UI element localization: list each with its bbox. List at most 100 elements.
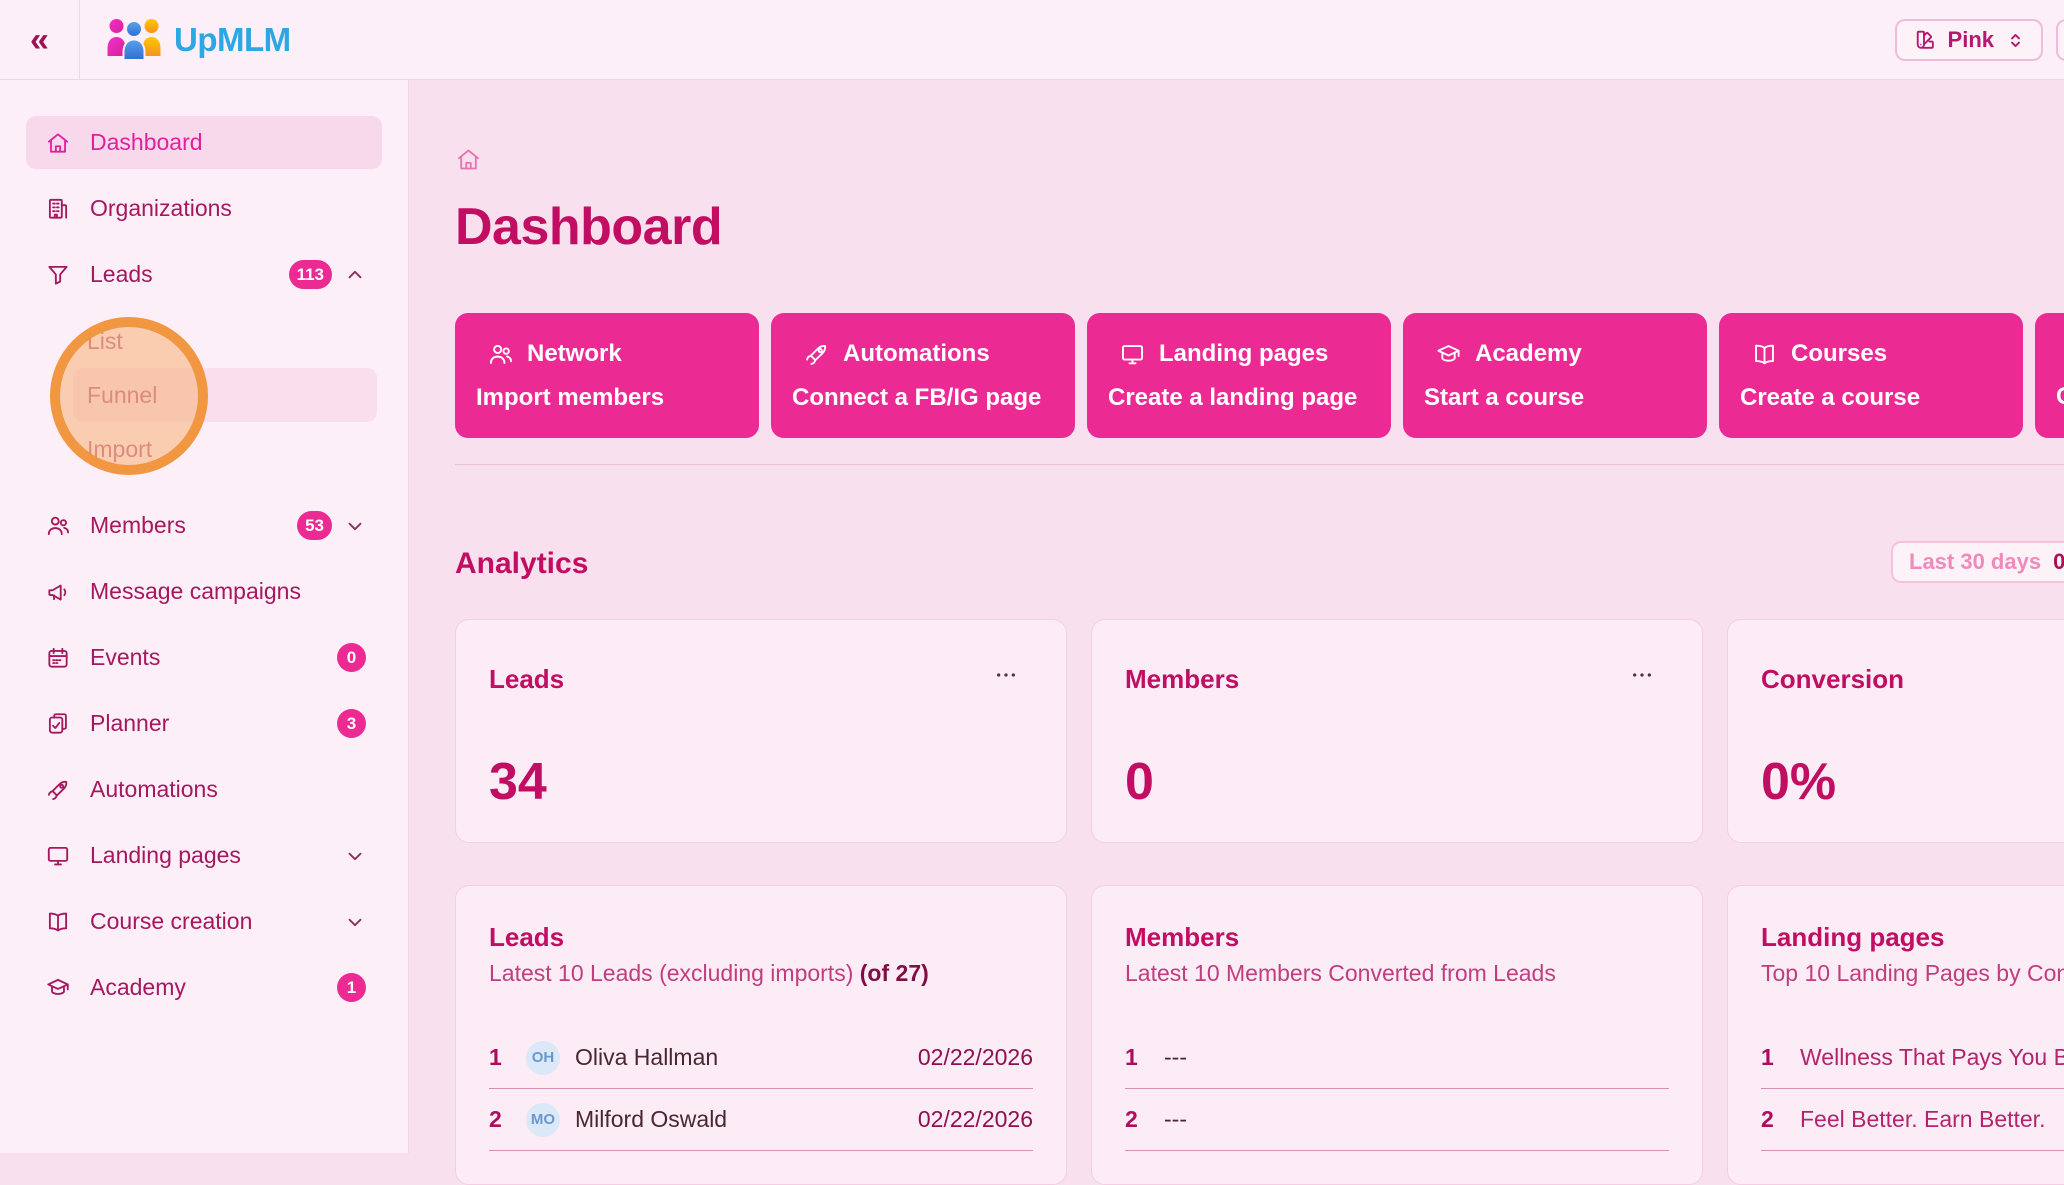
sidebar-subitem-funnel[interactable]: Funnel: [73, 368, 377, 422]
quick-action-courses[interactable]: Courses Create a course: [1719, 313, 2023, 438]
stat-card-conversion: Conversion 0%: [1727, 619, 2064, 843]
more-options-icon[interactable]: [990, 664, 1022, 686]
sidebar-item-members[interactable]: Members 53: [26, 499, 382, 552]
quick-action-title: Network: [527, 340, 622, 367]
chevron-down-icon[interactable]: [344, 911, 366, 933]
sidebar-item-planner[interactable]: Planner 3: [26, 697, 382, 750]
lead-name: Milford Oswald: [575, 1106, 728, 1132]
date-range-filter[interactable]: Last 30 days 01/2: [1891, 541, 2064, 583]
theme-selector-button[interactable]: Pink: [1894, 19, 2043, 61]
landing-page-name: Wellness That Pays You Back: [1800, 1044, 2064, 1070]
sidebar-item-label: Leads: [90, 261, 153, 287]
sidebar-item-message-campaigns[interactable]: Message campaigns: [26, 565, 382, 618]
quick-action-title: Academy: [1475, 340, 1582, 367]
subitem-label: Funnel: [87, 381, 158, 408]
book-icon: [1751, 341, 1778, 368]
row-rank: 1: [489, 1044, 502, 1070]
rocket-icon: [803, 341, 830, 368]
academy-count-badge: 1: [337, 973, 366, 1002]
row-rank: 2: [1125, 1106, 1138, 1132]
leads-submenu: List Funnel Import: [0, 314, 408, 476]
book-icon: [45, 909, 71, 935]
sidebar-subitem-import[interactable]: Import: [73, 422, 377, 476]
stat-card-value: 0%: [1761, 753, 1837, 811]
lead-name: Oliva Hallman: [575, 1044, 719, 1070]
stat-card-members: Members 0: [1091, 619, 1703, 843]
chevron-down-icon[interactable]: [344, 515, 366, 537]
theme-selector-value: Pink: [1947, 27, 1994, 52]
calendar-icon: [45, 645, 71, 671]
more-options-icon[interactable]: [1626, 664, 1658, 686]
rocket-icon: [45, 777, 71, 803]
latest-members-card: Members Latest 10 Members Converted from…: [1091, 885, 1703, 1185]
list-card-subtitle: Latest 10 Leads (excluding imports) (of …: [489, 960, 929, 986]
upmlm-people-logo-icon: [106, 16, 162, 64]
sidebar-item-label: Course creation: [90, 908, 253, 934]
quick-action-title: Automations: [843, 340, 990, 367]
stat-card-title: Conversion: [1761, 664, 1905, 694]
quick-action-subtitle: Import members: [476, 384, 665, 411]
members-icon: [45, 513, 71, 539]
monitor-icon: [45, 843, 71, 869]
quick-action-subtitle: Create a landing page: [1108, 384, 1358, 411]
quick-action-subtitle: Create a course: [1740, 384, 1921, 411]
chevron-up-down-icon: [2005, 30, 2026, 51]
quick-action-academy[interactable]: Academy Start a course: [1403, 313, 1707, 438]
chevron-down-icon[interactable]: [344, 845, 366, 867]
stat-card-title: Members: [1125, 664, 1240, 694]
quick-action-clipped[interactable]: C: [2035, 313, 2064, 438]
sidebar-item-events[interactable]: Events 0: [26, 631, 382, 684]
stat-card-value: 0: [1125, 753, 1154, 811]
sidebar-item-label: Dashboard: [90, 129, 203, 155]
quick-action-subtitle: C: [2056, 383, 2064, 411]
stat-card-title: Leads: [489, 664, 565, 694]
sidebar-item-automations[interactable]: Automations: [26, 763, 382, 816]
clipped-toolbar-button[interactable]: [2056, 19, 2064, 61]
landing-page-row[interactable]: 1 Wellness That Pays You Back: [1761, 1027, 2064, 1089]
lead-date: 02/22/2026: [917, 1044, 1033, 1070]
sidebar-subitem-list[interactable]: List: [73, 314, 377, 368]
members-count-badge: 53: [297, 511, 332, 540]
sidebar-item-dashboard[interactable]: Dashboard: [26, 116, 382, 169]
quick-action-title: Landing pages: [1159, 340, 1329, 367]
members-icon: [487, 341, 514, 368]
subitem-label: List: [87, 327, 123, 354]
avatar: OH: [526, 1040, 560, 1075]
quick-actions-row: Network Import members Automations Conne…: [455, 313, 2064, 438]
row-rank: 2: [489, 1106, 502, 1132]
stat-card-value: 34: [489, 753, 547, 811]
quick-action-subtitle: Connect a FB/IG page: [792, 384, 1042, 411]
sidebar-item-academy[interactable]: Academy 1: [26, 961, 382, 1014]
sidebar-item-label: Events: [90, 644, 161, 670]
list-card-subtitle: Latest 10 Members Converted from Leads: [1125, 960, 1556, 986]
lead-row[interactable]: 2 MO Milford Oswald 02/22/2026: [489, 1089, 1033, 1151]
academy-icon: [45, 975, 71, 1001]
sidebar-item-course-creation[interactable]: Course creation: [26, 895, 382, 948]
sidebar-collapse-button[interactable]: «: [0, 0, 80, 79]
sidebar-item-landing-pages[interactable]: Landing pages: [26, 829, 382, 882]
sidebar-item-organizations[interactable]: Organizations: [26, 182, 382, 235]
member-name: ---: [1164, 1044, 1187, 1070]
list-card-subtitle-count: (of 27): [859, 960, 929, 986]
list-card-subtitle: Top 10 Landing Pages by Conversion: [1761, 960, 2064, 986]
member-row[interactable]: 1 ---: [1125, 1027, 1669, 1089]
sidebar-item-label: Members: [90, 512, 186, 538]
app-logo[interactable]: UpMLM: [106, 16, 291, 64]
date-range-label: Last 30 days: [1909, 549, 2042, 574]
sidebar-item-leads[interactable]: Leads 113: [26, 248, 382, 301]
list-card-title: Landing pages: [1761, 922, 1945, 952]
quick-action-automations[interactable]: Automations Connect a FB/IG page: [771, 313, 1075, 438]
date-range-value: 01/2: [2053, 549, 2064, 574]
list-cards-row: Leads Latest 10 Leads (excluding imports…: [455, 885, 2064, 1185]
landing-page-row[interactable]: 2 Feel Better. Earn Better.: [1761, 1089, 2064, 1151]
lead-row[interactable]: 1 OH Oliva Hallman 02/22/2026: [489, 1027, 1033, 1089]
sidebar: Dashboard Organizations Leads 113 List F…: [0, 80, 409, 1153]
member-row[interactable]: 2 ---: [1125, 1089, 1669, 1151]
sidebar-item-label: Academy: [90, 974, 186, 1000]
breadcrumb-home-icon[interactable]: [455, 146, 2064, 173]
latest-leads-card: Leads Latest 10 Leads (excluding imports…: [455, 885, 1067, 1185]
quick-action-landing-pages[interactable]: Landing pages Create a landing page: [1087, 313, 1391, 438]
events-count-badge: 0: [337, 643, 366, 672]
chevron-up-icon[interactable]: [344, 264, 366, 286]
quick-action-network[interactable]: Network Import members: [455, 313, 759, 438]
